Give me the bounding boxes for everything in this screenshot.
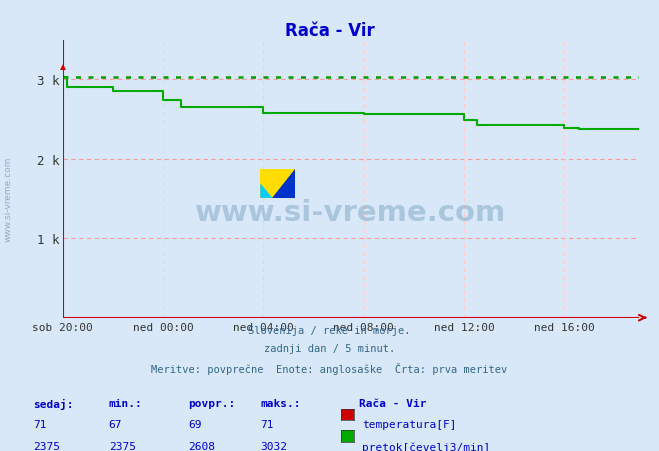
Text: pretok[čevelj3/min]: pretok[čevelj3/min] [362,441,490,451]
Text: www.si-vreme.com: www.si-vreme.com [3,156,13,241]
Text: www.si-vreme.com: www.si-vreme.com [195,198,507,226]
Text: sedaj:: sedaj: [33,398,73,409]
Text: 2375: 2375 [109,441,136,451]
Text: Meritve: povprečne  Enote: anglosaške  Črta: prva meritev: Meritve: povprečne Enote: anglosaške Črt… [152,362,507,374]
Text: zadnji dan / 5 minut.: zadnji dan / 5 minut. [264,344,395,354]
Text: 2608: 2608 [188,441,215,451]
Text: min.:: min.: [109,398,142,408]
Text: povpr.:: povpr.: [188,398,235,408]
Text: Slovenija / reke in morje.: Slovenija / reke in morje. [248,326,411,336]
Text: 3032: 3032 [260,441,287,451]
Text: Rača - Vir: Rača - Vir [285,22,374,40]
Text: maks.:: maks.: [260,398,301,408]
Polygon shape [272,169,295,198]
Text: Rača - Vir: Rača - Vir [359,398,426,408]
Text: 69: 69 [188,419,201,429]
Text: 71: 71 [260,419,273,429]
Text: 2375: 2375 [33,441,60,451]
Text: 71: 71 [33,419,46,429]
Text: temperatura[F]: temperatura[F] [362,419,456,429]
Polygon shape [260,184,272,198]
Text: 67: 67 [109,419,122,429]
